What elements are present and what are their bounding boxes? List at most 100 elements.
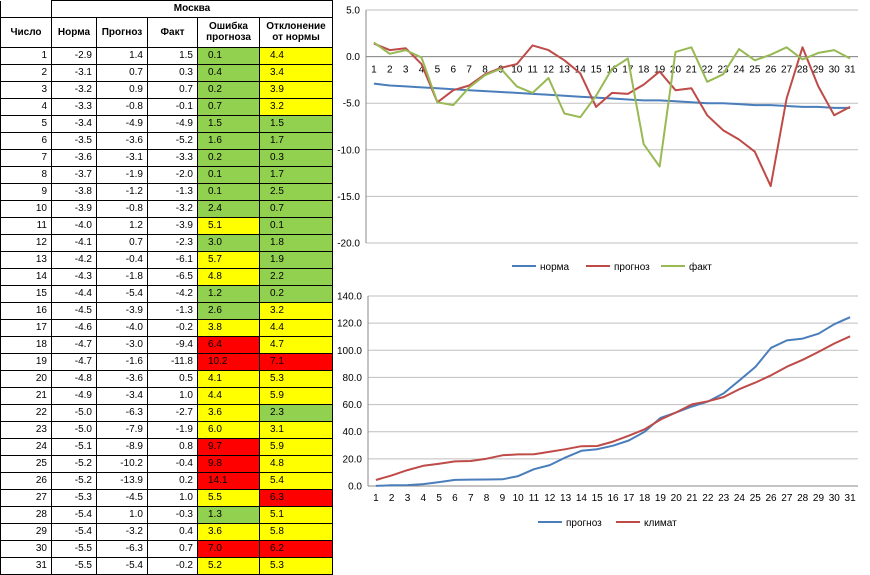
cell-day: 4 bbox=[0, 97, 52, 116]
cell-day: 12 bbox=[0, 233, 52, 252]
cell-fact: -2.7 bbox=[147, 403, 198, 422]
x-tick-label: 13 bbox=[559, 65, 571, 76]
cell-forecast-error: 0.2 bbox=[197, 80, 260, 99]
cell-norm: -4.4 bbox=[51, 284, 97, 303]
cell-forecast-error: 1.3 bbox=[197, 505, 260, 524]
table-row: 18 -4.7 -3.0 -9.4 6.4 4.7 bbox=[0, 335, 334, 354]
cell-deviation: 5.3 bbox=[258, 556, 334, 575]
table-row: 7 -3.6 -3.1 -3.3 0.2 0.3 bbox=[0, 148, 334, 167]
cell-fact: 0.3 bbox=[147, 63, 198, 82]
cell-deviation: 4.7 bbox=[258, 335, 334, 354]
temperature-chart-svg: 5.00.0-5.0-10.0-15.0-20.01 2 3 4 5 6 7 8 9 10 11 12… bbox=[337, 6, 858, 273]
cell-fact: 1.5 bbox=[147, 46, 198, 65]
y-tick-label: 100.0 bbox=[337, 346, 362, 357]
cell-norm: -5.0 bbox=[51, 403, 97, 422]
table-row: 8 -3.7 -1.9 -2.0 0.1 1.7 bbox=[0, 165, 334, 184]
cell-day: 29 bbox=[0, 522, 52, 541]
cell-day: 1 bbox=[0, 46, 52, 65]
x-tick-label: 24 bbox=[734, 493, 746, 504]
table-row: 20 -4.8 -3.6 0.5 4.1 5.3 bbox=[0, 369, 334, 388]
cell-deviation: 4.4 bbox=[258, 318, 334, 337]
x-tick-label: 28 bbox=[797, 493, 809, 504]
cell-forecast-error: 7.0 bbox=[197, 539, 260, 558]
cell-forecast: -8.9 bbox=[96, 437, 148, 456]
cell-forecast-error: 0.7 bbox=[197, 97, 260, 116]
x-tick-label: 19 bbox=[654, 65, 666, 76]
cell-deviation: 6.2 bbox=[258, 539, 334, 558]
x-tick-label: 17 bbox=[623, 493, 635, 504]
y-tick-label: -15.0 bbox=[337, 192, 360, 203]
legend-label: климат bbox=[644, 518, 677, 529]
cell-fact: -3.2 bbox=[147, 199, 198, 218]
table-row: 16 -4.5 -3.9 -1.3 2.6 3.2 bbox=[0, 301, 334, 320]
cell-deviation: 5.9 bbox=[258, 437, 334, 456]
cell-forecast-error: 0.1 bbox=[197, 165, 260, 184]
cell-forecast-error: 4.8 bbox=[197, 267, 260, 286]
series-line-1 bbox=[375, 335, 851, 481]
x-tick-label: 27 bbox=[781, 493, 793, 504]
series-line-1 bbox=[373, 42, 851, 188]
cell-deviation: 2.3 bbox=[258, 403, 334, 422]
cell-fact: -3.9 bbox=[147, 216, 198, 235]
cell-day: 17 bbox=[0, 318, 52, 337]
series-line-2 bbox=[373, 41, 851, 168]
x-tick-label: 30 bbox=[829, 493, 841, 504]
cell-fact: 0.7 bbox=[147, 80, 198, 99]
cell-fact: -4.2 bbox=[147, 284, 198, 303]
x-tick-label: 19 bbox=[655, 493, 667, 504]
x-tick-label: 22 bbox=[702, 65, 714, 76]
cell-day: 2 bbox=[0, 63, 52, 82]
cell-deviation: 5.3 bbox=[258, 369, 334, 388]
cell-norm: -4.2 bbox=[51, 250, 97, 269]
cell-forecast: -10.2 bbox=[96, 454, 148, 473]
col-header-day: Число bbox=[0, 16, 52, 48]
x-tick-label: 14 bbox=[576, 493, 588, 504]
col-header-deviation: Отклонение от нормы bbox=[258, 16, 334, 48]
cell-deviation: 3.4 bbox=[258, 63, 334, 82]
cell-day: 20 bbox=[0, 369, 52, 388]
cell-fact: 0.8 bbox=[147, 437, 198, 456]
cell-fact: -1.3 bbox=[147, 182, 198, 201]
cell-fact: -0.3 bbox=[147, 505, 198, 524]
col-header-forecast-error: Ошибка прогноза bbox=[197, 16, 260, 48]
cell-forecast: -1.9 bbox=[96, 165, 148, 184]
cell-forecast-error: 2.4 bbox=[197, 199, 260, 218]
cell-forecast: -4.9 bbox=[96, 114, 148, 133]
cell-forecast: 1.2 bbox=[96, 216, 148, 235]
x-tick-label: 6 bbox=[451, 65, 457, 76]
cell-forecast: -5.4 bbox=[96, 556, 148, 575]
table-row: 12 -4.1 0.7 -2.3 3.0 1.8 bbox=[0, 233, 334, 252]
series-line-0 bbox=[375, 316, 851, 487]
x-tick-label: 25 bbox=[750, 493, 762, 504]
cell-deviation: 5.1 bbox=[258, 505, 334, 524]
cell-forecast-error: 9.7 bbox=[197, 437, 260, 456]
cell-forecast-error: 5.7 bbox=[197, 250, 260, 269]
x-tick-label: 12 bbox=[543, 65, 555, 76]
x-tick-label: 12 bbox=[544, 493, 556, 504]
cell-norm: -4.1 bbox=[51, 233, 97, 252]
cell-norm: -3.3 bbox=[51, 97, 97, 116]
legend-label: норма bbox=[540, 262, 570, 273]
cell-deviation: 1.7 bbox=[258, 165, 334, 184]
x-tick-label: 6 bbox=[452, 493, 458, 504]
cell-fact: -5.2 bbox=[147, 131, 198, 150]
cell-forecast: -6.3 bbox=[96, 403, 148, 422]
x-tick-label: 18 bbox=[639, 493, 651, 504]
cell-deviation: 1.5 bbox=[258, 114, 334, 133]
y-tick-label: -20.0 bbox=[337, 239, 360, 250]
x-tick-label: 29 bbox=[813, 65, 825, 76]
cell-deviation: 5.9 bbox=[258, 386, 334, 405]
cell-forecast-error: 6.0 bbox=[197, 420, 260, 439]
x-tick-label: 14 bbox=[575, 65, 587, 76]
x-tick-label: 2 bbox=[387, 65, 393, 76]
cell-forecast-error: 6.4 bbox=[197, 335, 260, 354]
y-tick-label: 5.0 bbox=[346, 6, 360, 17]
table-row: 13 -4.2 -0.4 -6.1 5.7 1.9 bbox=[0, 250, 334, 269]
cell-fact: -0.2 bbox=[147, 556, 198, 575]
cell-deviation: 5.4 bbox=[258, 471, 334, 490]
cell-norm: -3.6 bbox=[51, 148, 97, 167]
cell-day: 22 bbox=[0, 403, 52, 422]
cell-norm: -5.4 bbox=[51, 505, 97, 524]
cell-fact: 1.0 bbox=[147, 386, 198, 405]
